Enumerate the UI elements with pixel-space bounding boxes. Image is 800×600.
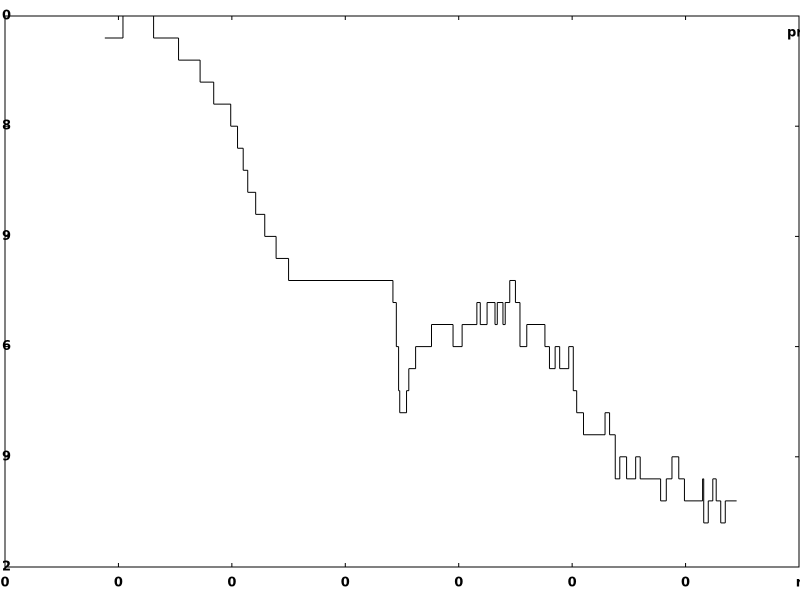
y-tick-label: 9 <box>2 449 11 464</box>
x-tick-label: 0 <box>227 576 236 591</box>
x-tick-label: r <box>796 576 800 591</box>
y-tick-label: 0 <box>2 9 11 24</box>
x-tick-label: 0 <box>0 576 9 591</box>
x-tick-label: 0 <box>568 576 577 591</box>
x-tick-label: 0 <box>681 576 690 591</box>
y-tick-label: 2 <box>2 560 11 575</box>
x-tick-label: 0 <box>341 576 350 591</box>
x-tick-label: 0 <box>454 576 463 591</box>
y-tick-label: 8 <box>2 119 11 134</box>
legend-label: pr <box>787 26 800 41</box>
plot-frame <box>4 15 800 568</box>
y-tick-label: 9 <box>2 229 11 244</box>
x-tick-label: 0 <box>114 576 123 591</box>
y-tick-label: 6 <box>2 339 11 354</box>
